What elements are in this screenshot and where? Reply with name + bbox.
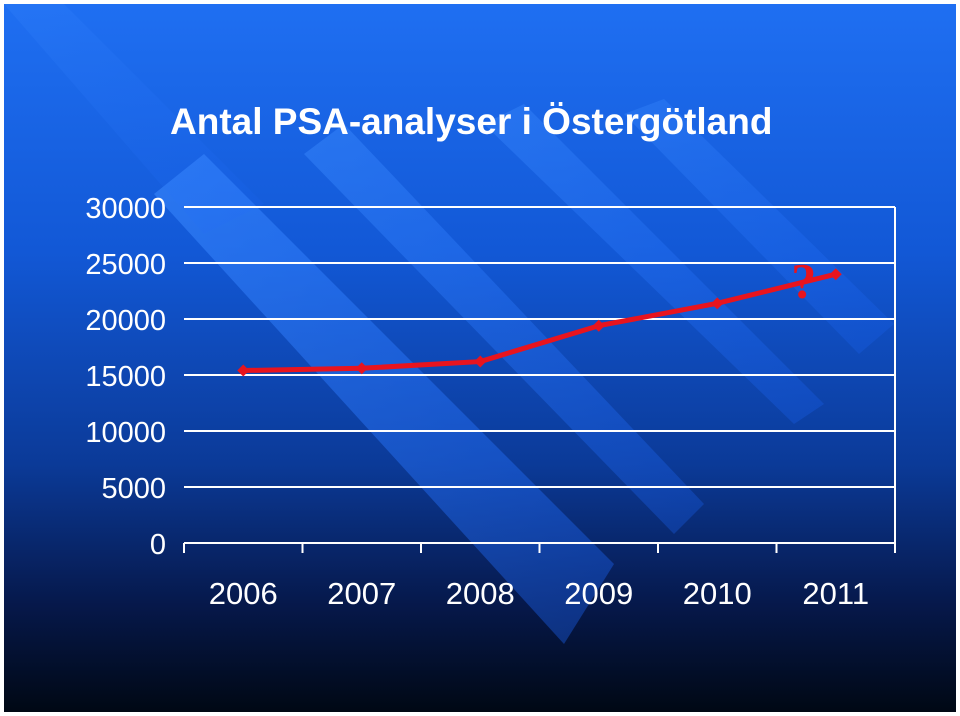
x-tick-label: 2006	[209, 576, 278, 611]
chart-title: Antal PSA-analyser i Östergötland	[170, 101, 772, 142]
annotations: ?	[791, 252, 816, 308]
data-point-2008	[474, 355, 487, 368]
y-tick-label: 10000	[85, 417, 166, 449]
data-point-2006	[237, 364, 250, 377]
stripe-1	[154, 154, 614, 644]
stripe-4	[624, 99, 894, 354]
y-axis-tick-labels: 0 5000 10000 15000 20000 25000 30000	[85, 193, 166, 561]
y-tick-label: 20000	[85, 305, 166, 337]
x-tick-label: 2011	[802, 576, 869, 611]
y-tick-label: 25000	[85, 249, 166, 281]
data-point-2010	[711, 297, 724, 310]
x-tick-label: 2008	[446, 576, 515, 611]
y-tick-label: 5000	[101, 473, 166, 505]
x-axis	[183, 207, 896, 553]
y-tick-label: 0	[150, 529, 166, 561]
data-point-2007	[355, 362, 368, 375]
y-tick-label: 30000	[85, 193, 166, 225]
line-chart: Antal PSA-analyser i Östergötland 0 5000 1…	[4, 4, 896, 644]
data-point-2011	[829, 268, 842, 281]
series-group	[237, 268, 842, 377]
question-mark-annotation: ?	[791, 252, 816, 308]
slide-background: Antal PSA-analyser i Östergötland 0 5000 1…	[4, 4, 956, 712]
stripe-5	[4, 4, 264, 234]
series-line	[243, 271, 837, 374]
y-tick-label: 15000	[85, 361, 166, 393]
data-point-2009	[592, 319, 605, 332]
x-tick-label: 2010	[683, 576, 752, 611]
x-axis-tick-labels: 2006 2007 2008 2009 2010 2011	[209, 576, 869, 611]
x-tick-label: 2009	[564, 576, 633, 611]
gridlines	[184, 206, 895, 488]
x-tick-label: 2007	[327, 576, 396, 611]
